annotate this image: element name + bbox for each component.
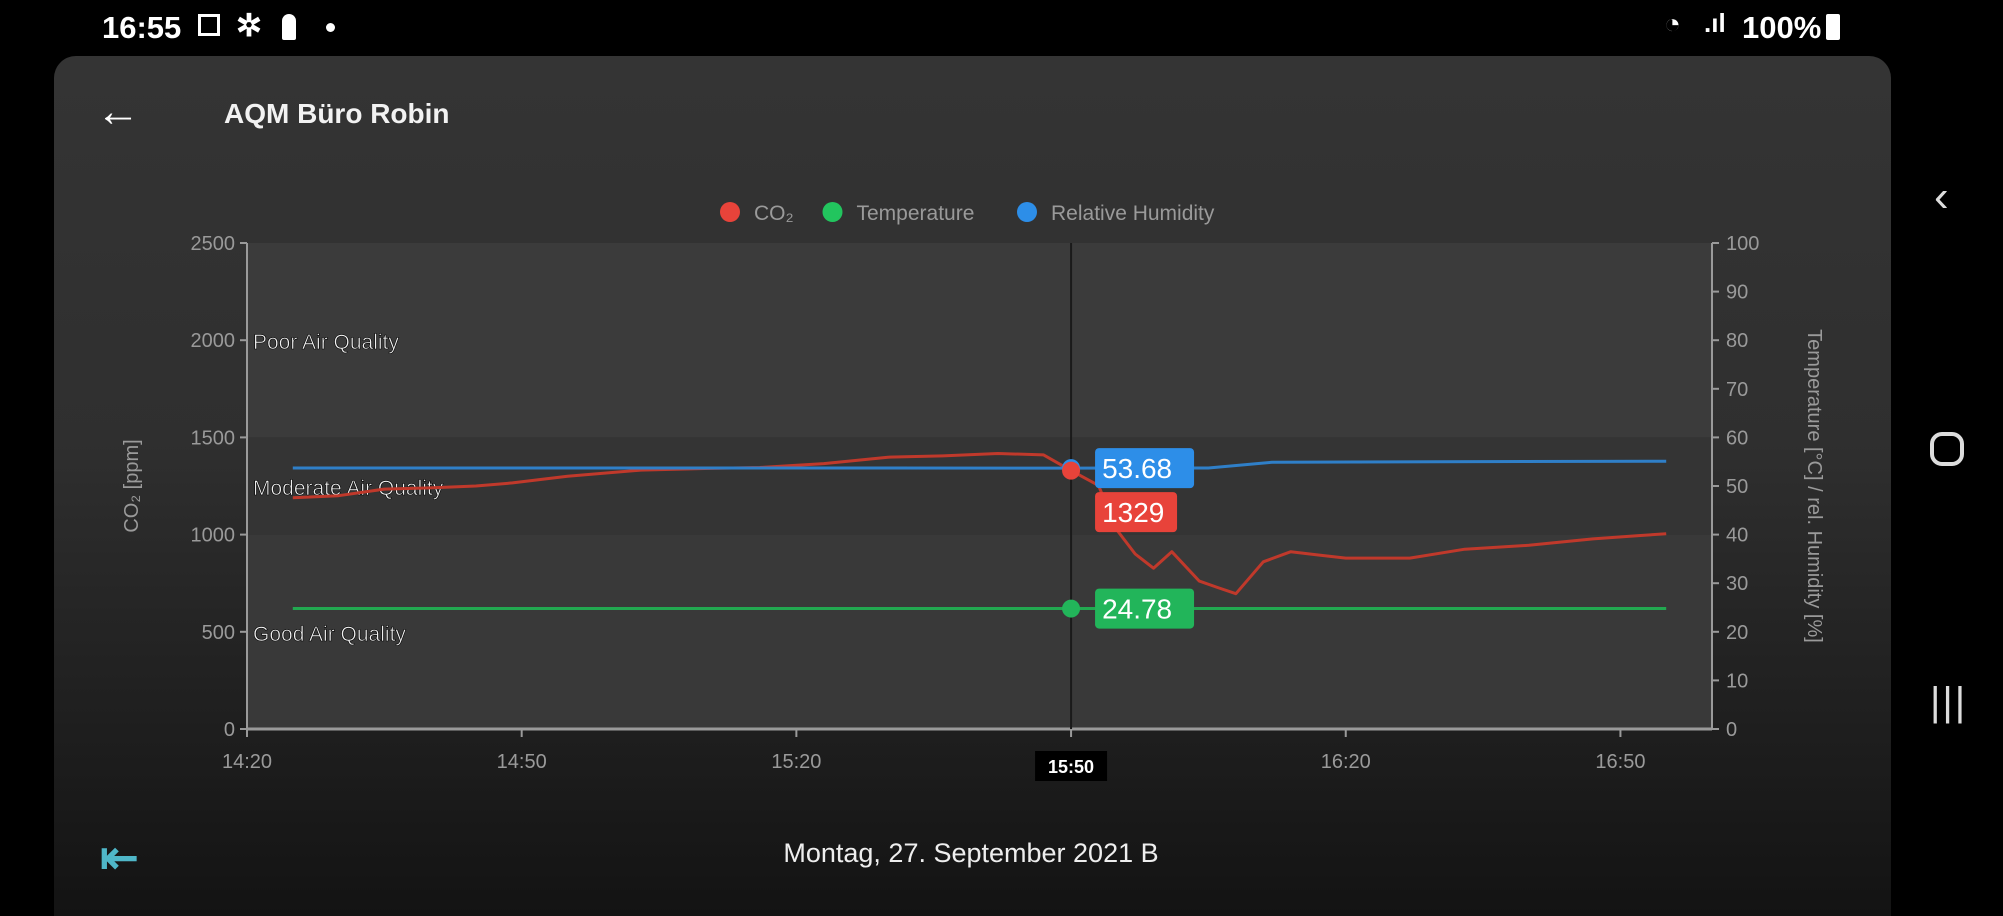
y-right-tick-label: 30 (1726, 573, 1748, 595)
legend-label: CO₂ (754, 202, 794, 225)
y-right-tick-label: 60 (1726, 427, 1748, 449)
crosshair-x-label-bg (1035, 751, 1108, 781)
lock-icon (282, 14, 296, 40)
chevron-left-icon[interactable]: ‹ (1934, 172, 1949, 221)
crosshair-point (1062, 461, 1081, 480)
y-left-tick-label: 1500 (191, 427, 236, 449)
image-icon (198, 14, 220, 36)
zone-poor (247, 243, 1712, 438)
y-right-tick-label: 40 (1726, 525, 1748, 547)
crosshair-value: 53.68 (1102, 453, 1172, 484)
x-tick-label: 15:20 (771, 751, 821, 773)
crosshair-x-label: 15:50 (1048, 757, 1094, 777)
x-tick-label: 14:50 (497, 751, 547, 773)
crosshair-point (1062, 599, 1081, 618)
recents-icon[interactable]: ||| (1930, 680, 1968, 724)
legend-label: Relative Humidity (1051, 202, 1215, 225)
y-right-tick-label: 70 (1726, 379, 1748, 401)
battery-text: 100% (1742, 10, 1822, 45)
crosshair-value: 1329 (1102, 497, 1164, 528)
status-time: 16:55 (102, 10, 182, 45)
y-right-tick-label: 10 (1726, 670, 1748, 692)
page-title: AQM Büro Robin (224, 98, 450, 129)
legend-marker (822, 202, 843, 222)
zone-good (247, 534, 1712, 729)
battery-icon (1826, 14, 1840, 40)
y-left-tick-label: 500 (202, 622, 235, 644)
zone-label: Moderate Air Quality (253, 477, 444, 500)
crosshair-value-badge (1095, 492, 1178, 533)
y-left-tick-label: 2500 (191, 233, 236, 255)
x-tick-label: 16:50 (1595, 751, 1645, 773)
legend-marker (1017, 202, 1037, 222)
y-left-tick-label: 1000 (191, 525, 236, 547)
x-tick-label: 14:20 (222, 751, 272, 773)
status-bar: 16:55 ✲ ◔ .ıl 100% (0, 0, 2003, 56)
y-left-axis-title: CO₂ [ppm] (121, 439, 143, 532)
home-icon[interactable] (1930, 432, 1964, 466)
y-left-tick-label: 0 (224, 719, 235, 741)
crosshair-value-badge (1095, 448, 1195, 489)
y-right-tick-label: 0 (1726, 719, 1737, 741)
gear-icon: ✲ (236, 8, 262, 43)
signal-icon: .ıl (1704, 8, 1726, 38)
y-right-axis-title: Temperature [°C] / rel. Humidity [%] (1803, 329, 1825, 643)
y-right-tick-label: 80 (1726, 330, 1748, 352)
legend-label: Temperature (857, 202, 975, 225)
y-left-tick-label: 2000 (191, 330, 236, 352)
y-right-tick-label: 50 (1726, 476, 1748, 498)
wifi-icon: ◔ (1664, 8, 1681, 39)
zone-label: Good Air Quality (253, 623, 406, 646)
x-tick-label: 16:20 (1321, 751, 1371, 773)
y-right-tick-label: 100 (1726, 233, 1759, 255)
dot-icon (326, 23, 335, 32)
date-label: Montag, 27. September 2021 B (783, 838, 1159, 868)
exit-left-icon[interactable]: ⇤ (100, 831, 139, 883)
legend-marker (720, 202, 740, 222)
crosshair-value-badge (1095, 588, 1195, 629)
y-right-tick-label: 90 (1726, 282, 1748, 304)
crosshair-value: 24.78 (1102, 594, 1172, 625)
arrow-left-icon[interactable]: ← (96, 87, 140, 136)
y-right-tick-label: 20 (1726, 622, 1748, 644)
zone-label: Poor Air Quality (253, 331, 399, 354)
